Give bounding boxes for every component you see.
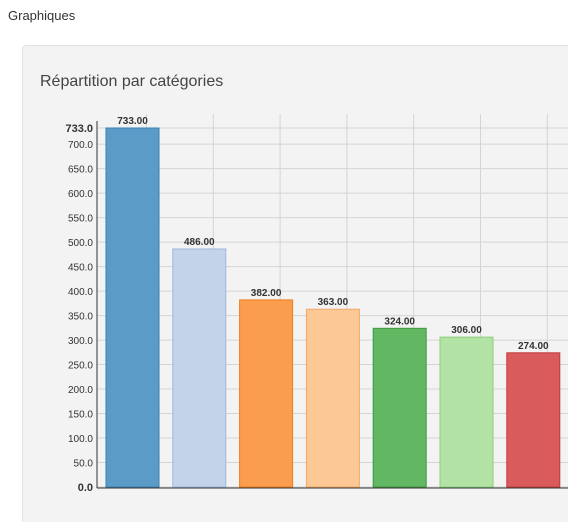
section-title: Graphiques bbox=[8, 8, 76, 23]
bar bbox=[305, 308, 360, 488]
bar bbox=[105, 127, 160, 488]
y-tick-label: 350.0 bbox=[68, 312, 93, 323]
bar-value-label: 382.00 bbox=[251, 288, 282, 299]
bar bbox=[372, 327, 427, 488]
bar bbox=[439, 336, 494, 488]
bar-value-label: 363.00 bbox=[318, 297, 349, 308]
y-tick-label: 100.0 bbox=[68, 434, 93, 445]
y-tick-label: 733.0 bbox=[65, 123, 93, 135]
y-tick-label: 500.0 bbox=[68, 238, 93, 249]
y-tick-label: 0.0 bbox=[78, 482, 93, 494]
bar bbox=[506, 352, 561, 488]
bar-value-label: 274.00 bbox=[518, 341, 549, 352]
y-tick-label: 200.0 bbox=[68, 385, 93, 396]
bar-value-label: 486.00 bbox=[184, 237, 215, 248]
y-tick-label: 250.0 bbox=[68, 361, 93, 372]
bar bbox=[172, 248, 227, 488]
bar-value-label: 324.00 bbox=[384, 316, 415, 327]
bar-value-label: 306.00 bbox=[451, 325, 482, 336]
bar-value-label: 733.00 bbox=[117, 116, 148, 127]
y-tick-label: 300.0 bbox=[68, 336, 93, 347]
y-tick-label: 150.0 bbox=[68, 410, 93, 421]
y-tick-label: 650.0 bbox=[68, 165, 93, 176]
y-tick-label: 450.0 bbox=[68, 263, 93, 274]
chart-title: Répartition par catégories bbox=[40, 73, 224, 90]
y-tick-label: 400.0 bbox=[68, 287, 93, 298]
y-tick-label: 50.0 bbox=[74, 459, 94, 470]
y-tick-label: 550.0 bbox=[68, 214, 93, 225]
y-tick-label: 700.0 bbox=[68, 140, 93, 151]
y-tick-label: 600.0 bbox=[68, 189, 93, 200]
bar bbox=[239, 299, 294, 488]
